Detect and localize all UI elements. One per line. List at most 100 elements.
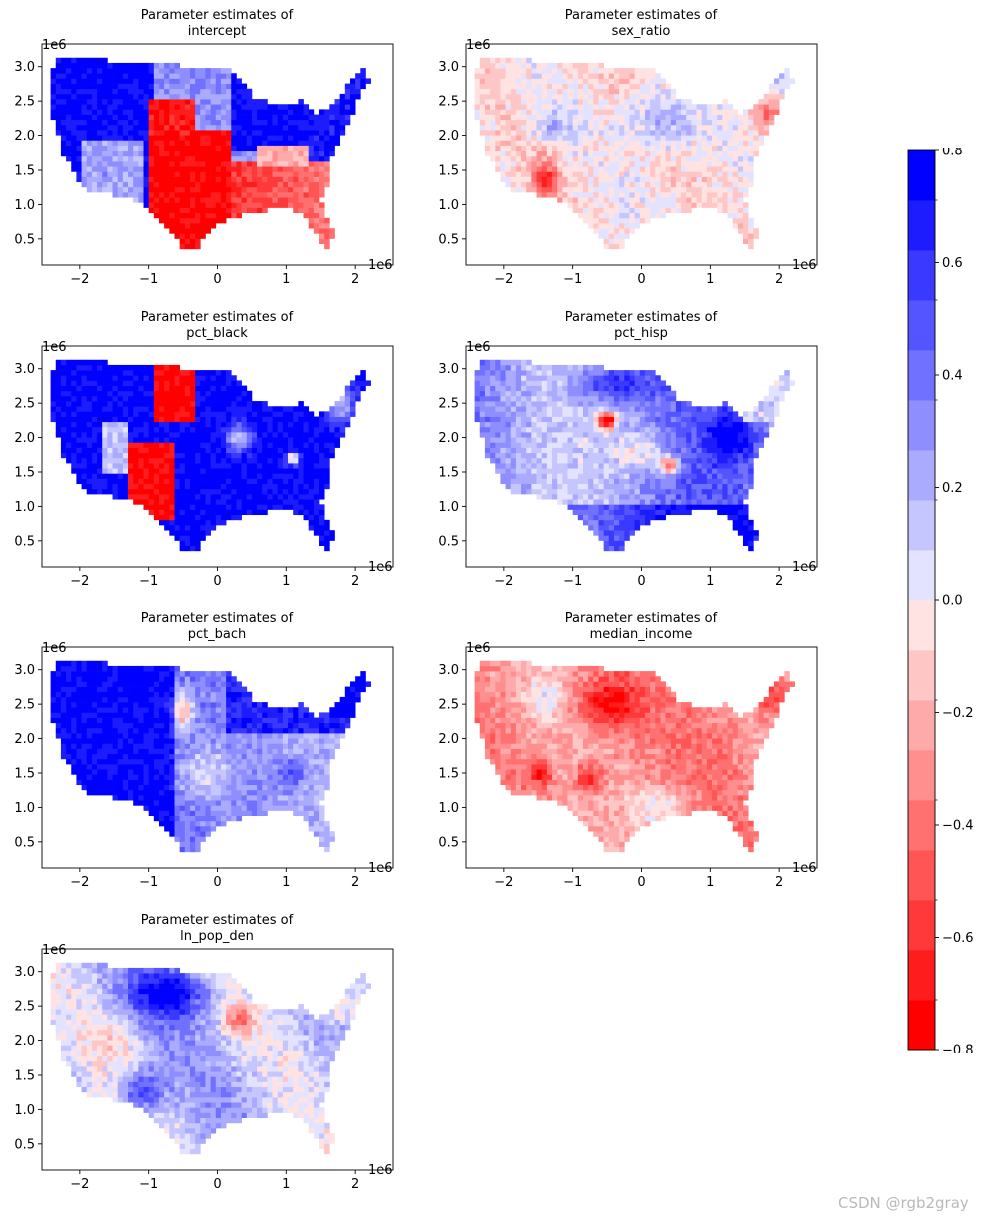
county-cell — [179, 212, 186, 219]
county-cell — [169, 401, 175, 407]
county-cell — [153, 370, 160, 376]
county-cell — [706, 135, 713, 141]
county-cell — [329, 109, 335, 115]
county-cell — [572, 202, 579, 208]
county-cell — [112, 380, 119, 386]
county-cell — [329, 140, 335, 146]
county-cell — [272, 181, 279, 188]
county-cell — [143, 364, 150, 371]
county-cell — [495, 442, 501, 448]
county-cell — [236, 197, 242, 203]
county-cell — [195, 119, 201, 126]
county-cell — [138, 442, 144, 448]
county-cell — [81, 370, 88, 376]
county-cell — [246, 473, 253, 479]
county-cell — [153, 390, 160, 397]
county-cell — [598, 140, 604, 146]
county-cell — [479, 130, 486, 136]
county-cell — [50, 406, 57, 412]
county-cell — [272, 494, 279, 500]
county-cell — [231, 104, 237, 110]
county-cell — [660, 161, 666, 167]
county-cell — [200, 228, 206, 234]
county-cell — [763, 130, 770, 136]
county-cell — [164, 176, 170, 183]
county-cell — [200, 99, 206, 105]
county-cell — [91, 416, 98, 423]
county-cell — [598, 99, 604, 105]
county-cell — [86, 452, 93, 459]
county-cell — [97, 145, 103, 152]
county-cell — [91, 385, 98, 392]
county-cell — [717, 155, 723, 162]
county-cell — [71, 416, 77, 423]
county-cell — [169, 421, 175, 428]
county-cell — [112, 88, 119, 95]
county-cell — [675, 176, 682, 183]
county-cell — [572, 78, 579, 84]
county-cell — [536, 161, 543, 167]
county-cell — [655, 135, 661, 141]
subplot-title: Parameter estimates of pct_hisp — [466, 310, 816, 342]
county-cell — [660, 181, 666, 188]
county-cell — [577, 99, 584, 105]
county-cell — [159, 494, 165, 500]
county-cell — [215, 114, 222, 121]
county-cell — [743, 228, 749, 234]
county-cell — [619, 217, 625, 224]
county-cell — [107, 73, 113, 79]
county-cell — [102, 432, 108, 438]
county-cell — [303, 463, 310, 469]
county-cell — [174, 401, 180, 407]
county-cell — [588, 114, 594, 121]
county-cell — [650, 212, 656, 219]
county-cell — [189, 494, 196, 500]
county-cell — [210, 119, 217, 126]
county-cell — [102, 186, 108, 193]
county-cell — [505, 452, 512, 459]
county-cell — [71, 457, 77, 464]
county-cell — [195, 468, 201, 474]
county-cell — [732, 155, 739, 162]
county-cell — [81, 99, 88, 105]
county-cell — [303, 104, 310, 110]
county-cell — [148, 401, 155, 407]
county-cell — [515, 171, 522, 177]
county-cell — [691, 135, 697, 141]
county-cell — [107, 380, 113, 386]
county-cell — [546, 452, 553, 459]
county-cells — [50, 359, 371, 552]
county-cell — [91, 130, 98, 136]
county-cell — [753, 150, 759, 157]
county-cell — [319, 504, 325, 510]
county-cell — [572, 494, 579, 500]
county-cell — [81, 176, 88, 183]
county-cell — [200, 473, 206, 479]
county-cell — [257, 504, 263, 510]
county-cell — [200, 212, 206, 219]
county-cell — [339, 401, 346, 407]
county-cell — [670, 207, 677, 214]
county-cell — [174, 364, 180, 371]
county-cell — [262, 176, 268, 183]
county-cell — [526, 62, 532, 69]
county-cell — [86, 57, 93, 64]
county-cell — [200, 530, 206, 536]
county-cell — [143, 171, 150, 177]
county-cell — [732, 171, 739, 177]
county-cell — [122, 186, 129, 193]
county-cell — [505, 457, 512, 464]
county-cell — [536, 186, 543, 193]
county-cell — [567, 375, 574, 381]
county-cell — [298, 457, 304, 464]
county-cell — [112, 468, 119, 474]
county-cell — [226, 186, 232, 193]
county-cell — [319, 233, 325, 239]
county-cell — [288, 411, 294, 417]
county-cell — [665, 176, 672, 183]
county-cell — [231, 468, 237, 474]
county-cell — [583, 463, 589, 469]
county-cell — [484, 442, 491, 448]
county-cell — [588, 109, 594, 115]
county-cell — [670, 99, 677, 105]
